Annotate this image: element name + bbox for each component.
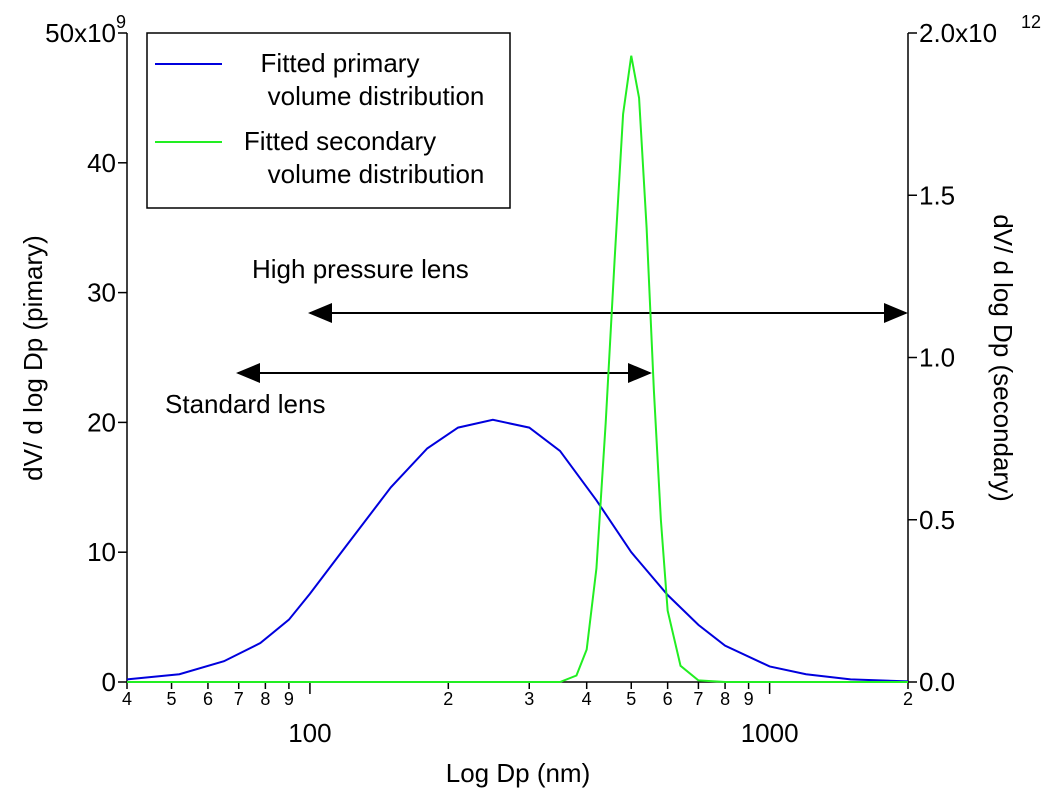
- y2-tick-label: 0.5: [919, 505, 955, 535]
- x-tick-label: 8: [720, 689, 730, 709]
- x-tick-label: 5: [626, 689, 636, 709]
- x-tick-label: 5: [167, 689, 177, 709]
- y2-tick-label: 1.5: [919, 180, 955, 210]
- x-axis-title: Log Dp (nm): [446, 758, 591, 788]
- legend-label: Fitted primary volume distribution: [261, 48, 485, 111]
- y-tick-label: 40: [87, 148, 116, 178]
- x-tick-label: 8: [260, 689, 270, 709]
- data-line: [126, 418, 909, 683]
- y-exponent: 9: [116, 12, 126, 32]
- y2-axis-title: dV/ d log Dp (secondary): [988, 214, 1018, 502]
- x-tick-label: 2: [443, 689, 453, 709]
- x-tick-label: 6: [203, 689, 213, 709]
- x-tick-label: 100: [288, 718, 331, 748]
- data-line: [127, 55, 908, 683]
- y2-exponent: 12: [1021, 12, 1041, 32]
- y2-tick-label: 0.0: [919, 667, 955, 697]
- x-tick-label: 6: [663, 689, 673, 709]
- y-tick-label: 10: [87, 537, 116, 567]
- x-tick-label: 7: [693, 689, 703, 709]
- y-tick-label: 20: [87, 407, 116, 437]
- x-tick-label: 1000: [741, 718, 799, 748]
- y-tick-label: 30: [87, 278, 116, 308]
- x-tick-label: 3: [524, 689, 534, 709]
- y-tick-label: 50x10: [45, 18, 116, 48]
- annotation: Standard lens: [165, 389, 325, 419]
- x-tick-label: 7: [234, 689, 244, 709]
- y2-tick-label: 1.0: [919, 343, 955, 373]
- annotation: High pressure lens: [252, 254, 469, 284]
- x-tick-label: 2: [903, 689, 913, 709]
- x-tick-label: 4: [122, 689, 132, 709]
- y-axis-title: dV/ d log Dp (pimary): [18, 235, 48, 481]
- legend-label: Fitted secondary volume distribution: [244, 126, 485, 189]
- x-tick-label: 9: [284, 689, 294, 709]
- x-tick-label: 4: [582, 689, 592, 709]
- x-tick-label: 9: [744, 689, 754, 709]
- y-tick-label: 0: [102, 667, 116, 697]
- y2-tick-label: 2.0x10: [919, 18, 997, 48]
- legend: [146, 32, 511, 209]
